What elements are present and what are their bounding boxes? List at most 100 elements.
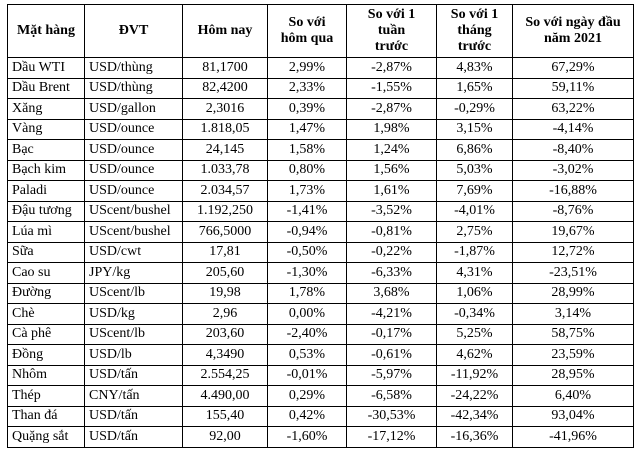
cell-today: 2.554,25 — [182, 364, 268, 386]
cell-vs_yesterday: 1,58% — [267, 139, 347, 161]
table-row: Thép CNY/tấn 4.490,00 0,29% -6,58% -24,22% 6,4… — [7, 385, 634, 407]
cell-vs_yesterday: -0,50% — [267, 241, 347, 263]
cell-unit: USD/cwt — [84, 241, 183, 263]
cell-today: 203,60 — [182, 323, 268, 345]
cell-unit: USD/thùng — [84, 77, 183, 99]
cell-today: 92,00 — [182, 426, 268, 448]
cell-unit: USD/ounce — [84, 139, 183, 161]
cell-vs_yesterday: -1,60% — [267, 426, 347, 448]
cell-vs_1_week_ago: -30,53% — [346, 405, 437, 427]
cell-vs_start_of_2021: 59,11% — [512, 77, 634, 99]
cell-vs_1_month_ago: 1,65% — [436, 77, 513, 99]
cell-vs_yesterday: 1,78% — [267, 282, 347, 304]
cell-commodity: Dầu WTI — [7, 57, 85, 79]
table-row: Cà phê UScent/lb 203,60 -2,40% -0,17% 5,25% 58… — [7, 323, 634, 345]
table-row: Đậu tương UScent/bushel 1.192,250 -1,41% -3,… — [7, 200, 634, 222]
cell-vs_1_month_ago: -4,01% — [436, 200, 513, 222]
cell-vs_1_month_ago: 1,06% — [436, 282, 513, 304]
cell-vs_1_week_ago: -0,81% — [346, 221, 437, 243]
table-row: Xăng USD/gallon 2,3016 0,39% -2,87% -0,29% 63,… — [7, 98, 634, 120]
table-row: Cao su JPY/kg 205,60 -1,30% -6,33% 4,31% -23,5… — [7, 262, 634, 284]
cell-commodity: Xăng — [7, 98, 85, 120]
cell-commodity: Sữa — [7, 241, 85, 263]
cell-commodity: Than đá — [7, 405, 85, 427]
cell-vs_1_week_ago: 1,56% — [346, 159, 437, 181]
cell-vs_start_of_2021: -3,02% — [512, 159, 634, 181]
cell-vs_1_month_ago: 2,75% — [436, 221, 513, 243]
cell-unit: USD/ounce — [84, 159, 183, 181]
cell-today: 1.192,250 — [182, 200, 268, 222]
cell-today: 4.490,00 — [182, 385, 268, 407]
cell-today: 82,4200 — [182, 77, 268, 99]
cell-vs_1_week_ago: -6,33% — [346, 262, 437, 284]
cell-vs_1_week_ago: -5,97% — [346, 364, 437, 386]
cell-vs_1_week_ago: -1,55% — [346, 77, 437, 99]
cell-today: 2,96 — [182, 303, 268, 325]
cell-commodity: Chè — [7, 303, 85, 325]
cell-vs_start_of_2021: 63,22% — [512, 98, 634, 120]
cell-commodity: Vàng — [7, 118, 85, 140]
cell-vs_1_week_ago: -4,21% — [346, 303, 437, 325]
cell-today: 19,98 — [182, 282, 268, 304]
cell-vs_1_week_ago: -0,17% — [346, 323, 437, 345]
cell-unit: USD/tấn — [84, 426, 183, 448]
cell-vs_yesterday: 0,00% — [267, 303, 347, 325]
cell-unit: CNY/tấn — [84, 385, 183, 407]
cell-vs_start_of_2021: 3,14% — [512, 303, 634, 325]
table-row: Dầu WTI USD/thùng 81,1700 2,99% -2,87% 4,83% 6… — [7, 57, 634, 79]
cell-vs_1_month_ago: -16,36% — [436, 426, 513, 448]
cell-vs_1_month_ago: -1,87% — [436, 241, 513, 263]
cell-vs_start_of_2021: 12,72% — [512, 241, 634, 263]
cell-vs_start_of_2021: -4,14% — [512, 118, 634, 140]
cell-vs_1_week_ago: -6,58% — [346, 385, 437, 407]
cell-vs_start_of_2021: -8,76% — [512, 200, 634, 222]
cell-vs_1_month_ago: 3,15% — [436, 118, 513, 140]
cell-vs_start_of_2021: 6,40% — [512, 385, 634, 407]
cell-unit: USD/ounce — [84, 118, 183, 140]
cell-vs_yesterday: -2,40% — [267, 323, 347, 345]
cell-vs_yesterday: -1,30% — [267, 262, 347, 284]
table-row: Chè USD/kg 2,96 0,00% -4,21% -0,34% 3,14% — [7, 303, 634, 325]
cell-commodity: Nhôm — [7, 364, 85, 386]
table-row: Dầu Brent USD/thùng 82,4200 2,33% -1,55% 1,65… — [7, 77, 634, 99]
cell-today: 2.034,57 — [182, 180, 268, 202]
header-row: Mặt hàng ĐVT Hôm nay So với hôm qua So v… — [7, 4, 634, 58]
cell-unit: USD/gallon — [84, 98, 183, 120]
cell-commodity: Paladi — [7, 180, 85, 202]
cell-commodity: Cà phê — [7, 323, 85, 345]
cell-vs_1_week_ago: 1,98% — [346, 118, 437, 140]
cell-vs_1_month_ago: 4,62% — [436, 344, 513, 366]
cell-vs_start_of_2021: 28,99% — [512, 282, 634, 304]
cell-vs_start_of_2021: 67,29% — [512, 57, 634, 79]
table-row: Lúa mì UScent/bushel 766,5000 -0,94% -0,81% 2… — [7, 221, 634, 243]
cell-commodity: Đồng — [7, 344, 85, 366]
cell-vs_1_week_ago: -2,87% — [346, 98, 437, 120]
table-body: Dầu WTI USD/thùng 81,1700 2,99% -2,87% 4,83% 6… — [7, 57, 634, 448]
cell-vs_start_of_2021: 28,95% — [512, 364, 634, 386]
cell-vs_1_month_ago: -0,34% — [436, 303, 513, 325]
table-row: Nhôm USD/tấn 2.554,25 -0,01% -5,97% -11,92% 28… — [7, 364, 634, 386]
cell-vs_start_of_2021: 93,04% — [512, 405, 634, 427]
cell-today: 81,1700 — [182, 57, 268, 79]
cell-vs_1_month_ago: 4,83% — [436, 57, 513, 79]
cell-vs_1_month_ago: 6,86% — [436, 139, 513, 161]
cell-vs_1_month_ago: 5,03% — [436, 159, 513, 181]
cell-vs_1_week_ago: -2,87% — [346, 57, 437, 79]
cell-commodity: Thép — [7, 385, 85, 407]
cell-vs_1_week_ago: 1,24% — [346, 139, 437, 161]
cell-vs_yesterday: 0,29% — [267, 385, 347, 407]
cell-unit: USD/ounce — [84, 180, 183, 202]
cell-vs_yesterday: -1,41% — [267, 200, 347, 222]
cell-vs_1_week_ago: -17,12% — [346, 426, 437, 448]
cell-today: 1.818,05 — [182, 118, 268, 140]
cell-unit: USD/tấn — [84, 364, 183, 386]
col-header-vs-1-month: So với 1 tháng trước — [436, 4, 513, 58]
table-row: Vàng USD/ounce 1.818,05 1,47% 1,98% 3,15% -4,1… — [7, 118, 634, 140]
col-header-vs-yesterday: So với hôm qua — [267, 4, 347, 58]
col-header-vs-start-of-2021: So với ngày đầu năm 2021 — [512, 4, 634, 58]
cell-unit: UScent/lb — [84, 323, 183, 345]
col-header-today: Hôm nay — [182, 4, 268, 58]
cell-vs_start_of_2021: -16,88% — [512, 180, 634, 202]
col-header-vs-1-week: So với 1 tuần trước — [346, 4, 437, 58]
cell-vs_yesterday: 0,39% — [267, 98, 347, 120]
